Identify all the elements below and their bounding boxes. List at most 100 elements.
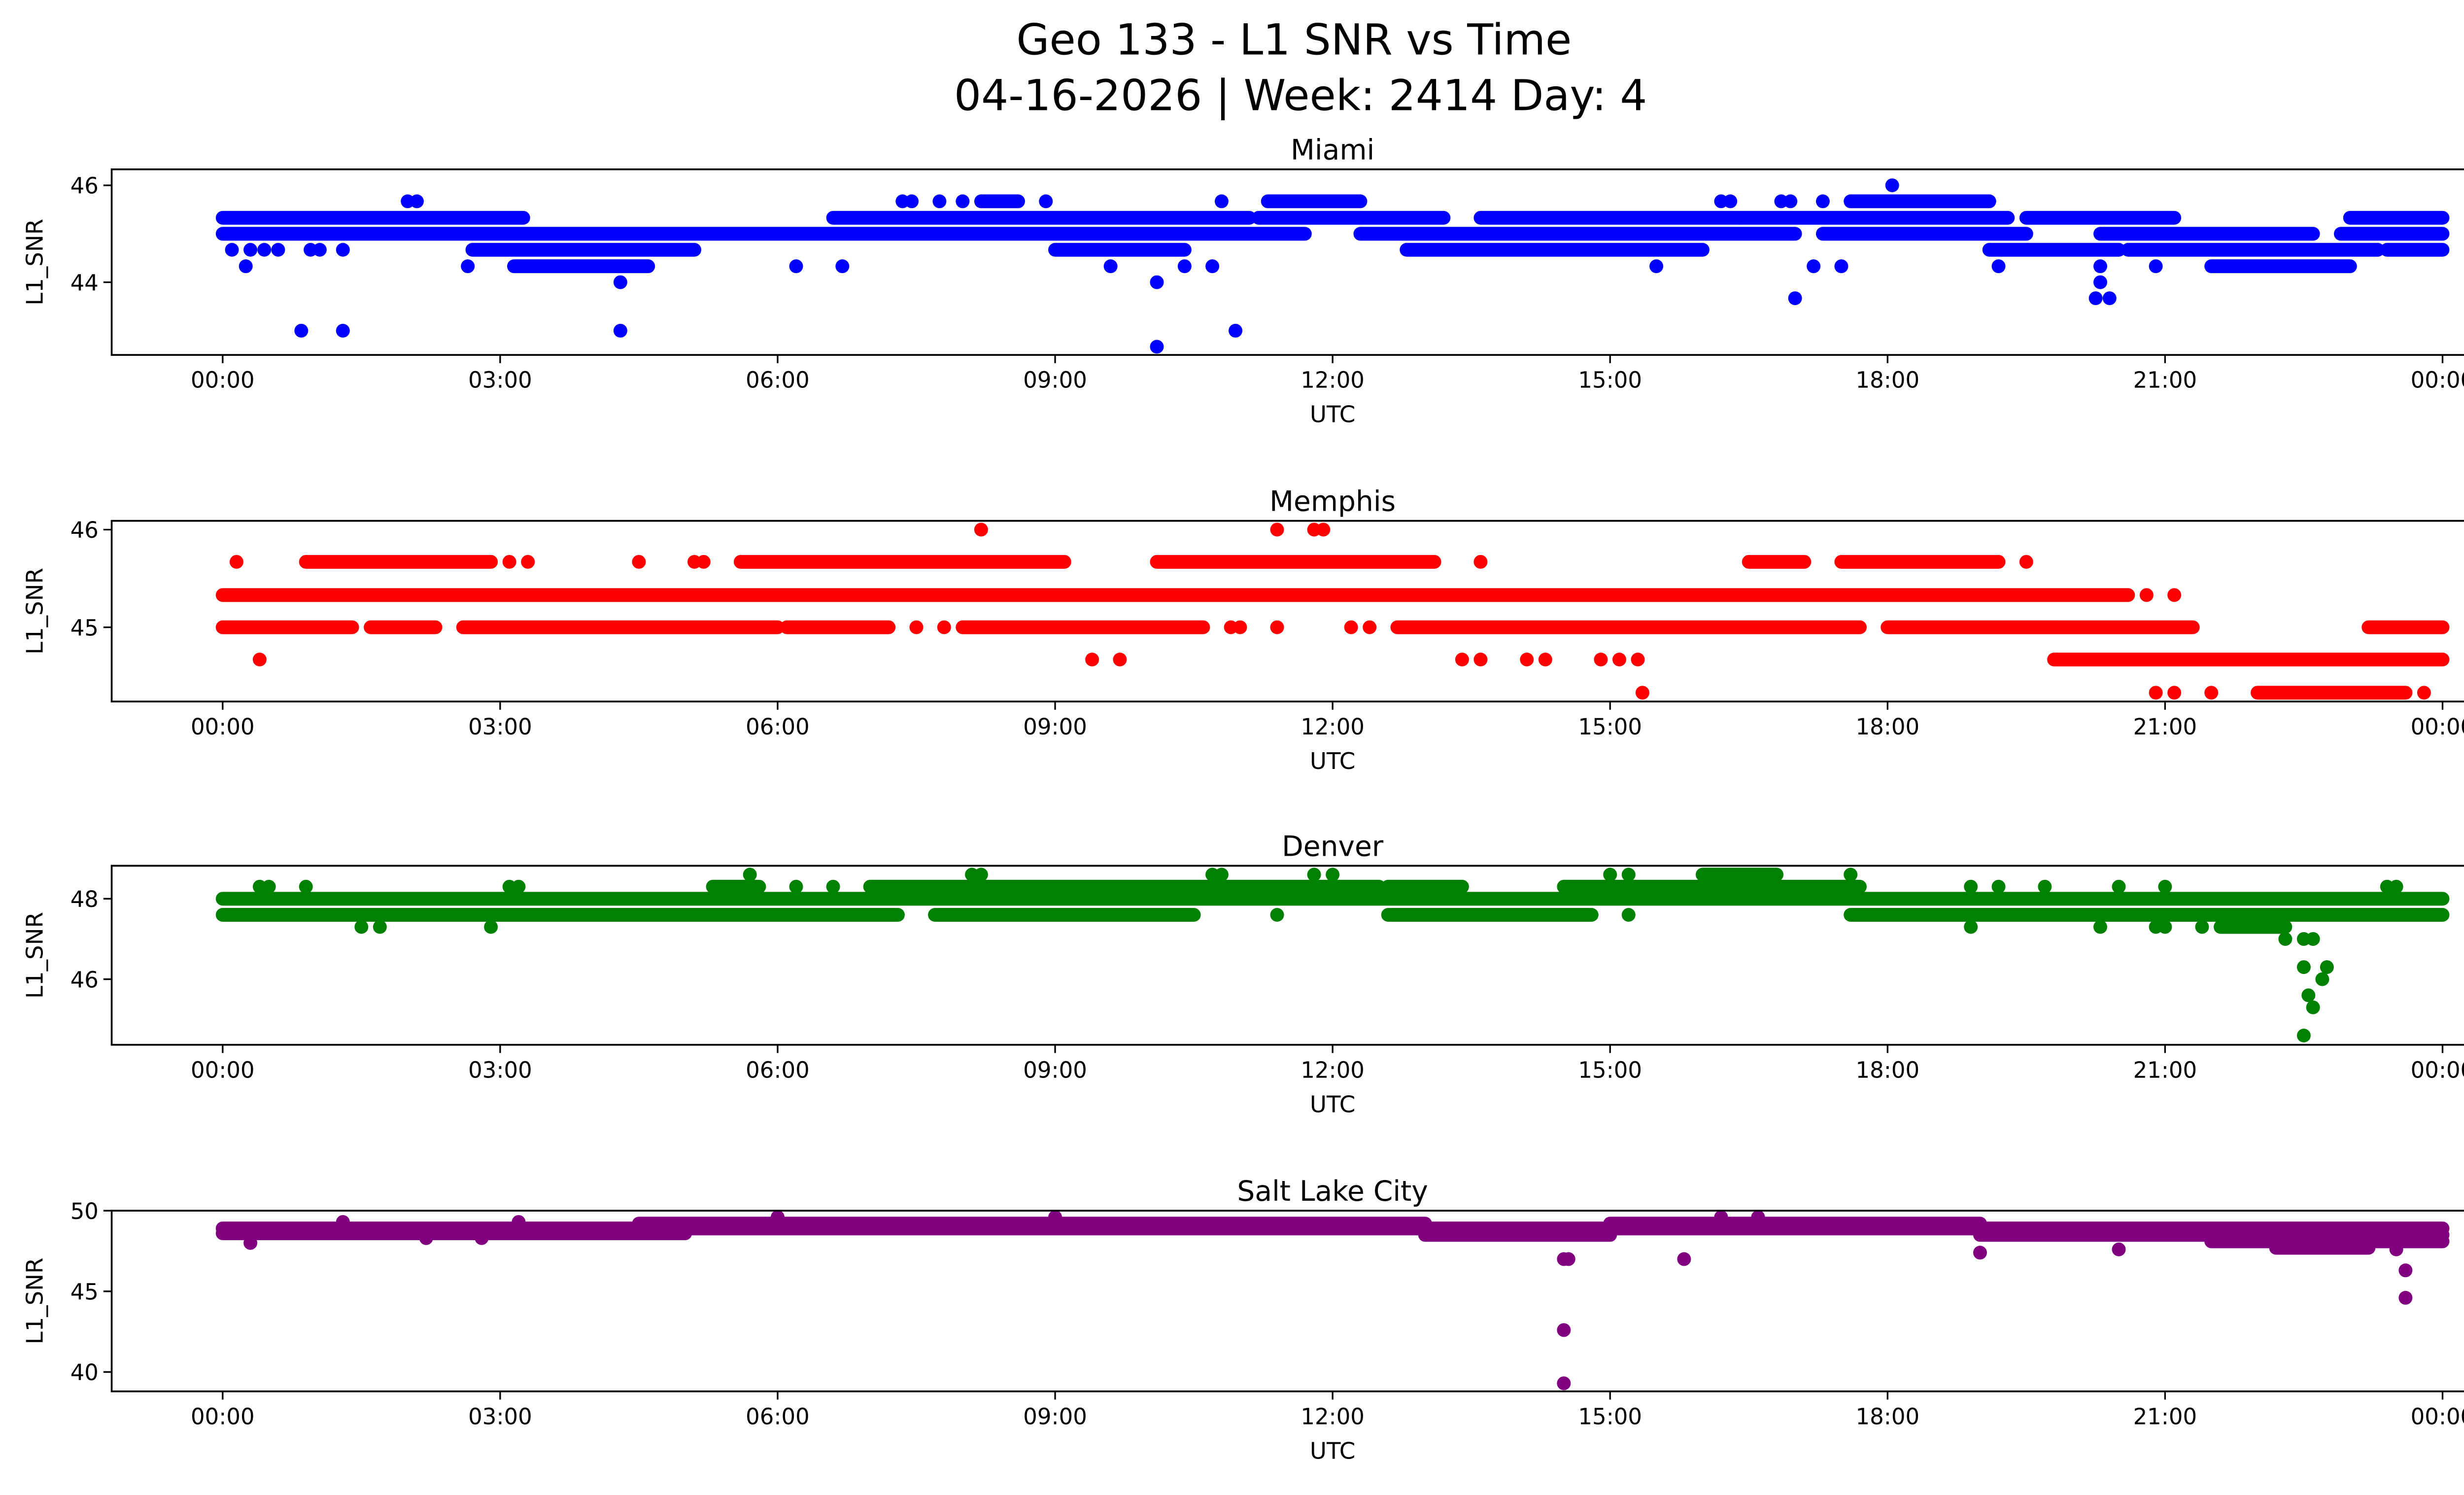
x-tick-label: 18:00 [1855, 1057, 1919, 1083]
x-tick-label: 06:00 [746, 1403, 810, 1429]
x-tick-label: 12:00 [1300, 1057, 1365, 1083]
subplot-title: Denver [1282, 830, 1384, 863]
data-point-salt-lake-city [475, 1231, 489, 1245]
data-point-miami [239, 259, 253, 274]
data-point-miami [271, 243, 285, 257]
data-point-memphis [521, 555, 535, 569]
data-point-miami [257, 243, 272, 257]
y-axis-label: L1_SNR [22, 1258, 49, 1345]
subplot-memphis: Memphis 00:00 03:00 06:00 09:00 12:00 15:00 18:… [22, 486, 2464, 775]
x-tick-label: 21:00 [2133, 1403, 2197, 1429]
data-point-denver [2278, 932, 2293, 946]
x-tick-label: 09:00 [1023, 367, 1087, 393]
data-point-memphis [1635, 686, 1649, 700]
data-point-denver [1844, 868, 1858, 882]
data-point-denver [2195, 920, 2209, 934]
data-point-denver [2306, 1000, 2320, 1014]
data-point-salt-lake-city [1557, 1323, 1571, 1337]
data-point-miami [312, 243, 327, 257]
x-tick-label: 15:00 [1578, 1057, 1642, 1083]
data-point-denver [2301, 988, 2316, 1003]
x-tick-label: 15:00 [1578, 1403, 1642, 1429]
data-point-denver [1326, 868, 1340, 882]
data-point-memphis [1612, 653, 1626, 666]
data-point-denver [299, 879, 313, 894]
x-tick-label: 15:00 [1578, 367, 1642, 393]
figure-title-line1: Geo 133 - L1 SNR vs Time [1016, 15, 1572, 65]
data-point-miami [243, 243, 258, 257]
x-tick-label: 21:00 [2133, 714, 2197, 740]
data-point-memphis [229, 555, 243, 569]
x-tick-label: 00:00 [191, 367, 255, 393]
data-point-memphis [1316, 522, 1331, 537]
data-point-miami [613, 323, 627, 338]
x-axis-label: UTC [1310, 1091, 1355, 1118]
data-point-denver [1409, 908, 1423, 922]
data-point-miami [956, 194, 970, 209]
data-point-memphis [1085, 653, 1099, 666]
data-point-denver [1603, 868, 1617, 882]
data-point-denver [2296, 1028, 2311, 1043]
data-point-memphis [502, 555, 516, 569]
data-point-miami [1783, 194, 1798, 209]
data-point-memphis [1473, 555, 1488, 569]
data-point-miami [2149, 259, 2163, 274]
data-point-salt-lake-city [2398, 1263, 2413, 1278]
data-point-denver [2306, 932, 2320, 946]
data-point-denver [2093, 920, 2107, 934]
subplots: Miami 00:00 03:00 06:00 09:00 12:00 15:00 18:00… [22, 134, 2464, 1464]
data-point-miami [336, 323, 350, 338]
data-point-miami [1723, 194, 1738, 209]
x-tick-label: 06:00 [746, 367, 810, 393]
data-point-memphis [2167, 588, 2182, 602]
x-tick-label: 06:00 [746, 1057, 810, 1083]
x-tick-label: 09:00 [1023, 714, 1087, 740]
data-point-salt-lake-city [1557, 1376, 1571, 1391]
data-point-memphis [1363, 620, 1377, 634]
plot-area [215, 522, 2450, 700]
data-point-memphis [2149, 686, 2163, 700]
data-point-denver [2320, 960, 2334, 974]
x-tick-label: 00:00 [191, 1057, 255, 1083]
data-point-memphis [1113, 653, 1127, 666]
x-tick-label: 18:00 [1855, 714, 1919, 740]
x-tick-label: 18:00 [1855, 1403, 1919, 1429]
x-tick-label: 00:00 [2411, 714, 2464, 740]
data-point-miami [1150, 340, 1164, 354]
data-point-memphis [2139, 588, 2154, 602]
x-tick-label: 21:00 [2133, 1057, 2197, 1083]
subplot-miami: Miami 00:00 03:00 06:00 09:00 12:00 15:00 18:00… [22, 134, 2464, 428]
data-point-denver [2315, 972, 2329, 986]
data-point-miami [336, 243, 350, 257]
data-point-miami [1807, 259, 1821, 274]
plot-area [215, 868, 2450, 1043]
data-point-denver [2389, 879, 2403, 894]
data-point-denver [2158, 920, 2172, 934]
data-point-denver [743, 868, 757, 882]
data-point-memphis [252, 653, 267, 666]
data-point-salt-lake-city [336, 1215, 350, 1229]
data-point-miami [1039, 194, 1053, 209]
x-tick-label: 09:00 [1023, 1403, 1087, 1429]
data-point-miami [294, 323, 308, 338]
x-tick-label: 21:00 [2133, 367, 2197, 393]
y-tick-label: 46 [70, 517, 99, 543]
data-point-denver [2296, 960, 2311, 974]
y-tick-label: 48 [70, 886, 99, 912]
subplot-title: Salt Lake City [1237, 1175, 1428, 1208]
data-point-salt-lake-city [243, 1236, 258, 1250]
x-tick-label: 00:00 [191, 714, 255, 740]
data-point-denver [1991, 879, 2006, 894]
data-point-miami [1788, 291, 1802, 306]
data-point-memphis [1520, 653, 1534, 666]
y-tick-label: 50 [70, 1198, 99, 1224]
data-point-miami [1177, 259, 1192, 274]
data-point-denver [354, 920, 369, 934]
data-point-salt-lake-city [2112, 1242, 2126, 1256]
data-point-miami [835, 259, 850, 274]
data-point-memphis [2204, 686, 2219, 700]
data-point-miami [1649, 259, 1664, 274]
data-point-miami [2088, 291, 2103, 306]
subplot-title: Memphis [1269, 486, 1396, 518]
